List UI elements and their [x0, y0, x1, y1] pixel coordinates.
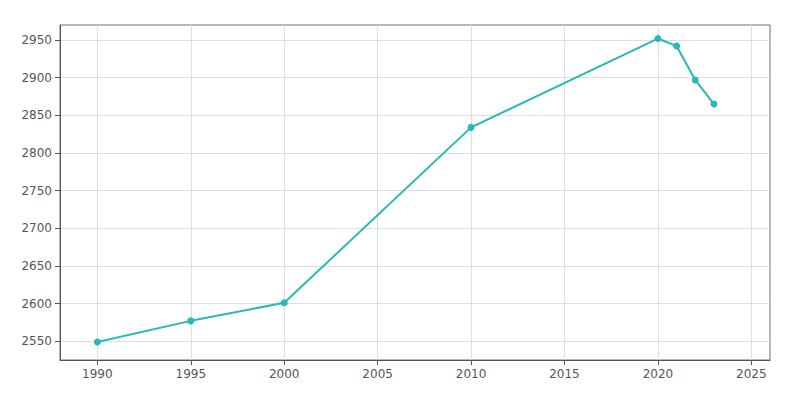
svg-text:2850: 2850 [21, 108, 52, 122]
svg-text:2950: 2950 [21, 33, 52, 47]
svg-text:2700: 2700 [21, 221, 52, 235]
svg-text:2750: 2750 [21, 184, 52, 198]
svg-text:1990: 1990 [82, 367, 113, 381]
svg-text:2900: 2900 [21, 71, 52, 85]
svg-text:2650: 2650 [21, 259, 52, 273]
svg-text:2015: 2015 [549, 367, 580, 381]
svg-text:2000: 2000 [269, 367, 300, 381]
svg-text:2550: 2550 [21, 334, 52, 348]
svg-text:2005: 2005 [362, 367, 393, 381]
svg-text:2010: 2010 [456, 367, 487, 381]
svg-text:2600: 2600 [21, 297, 52, 311]
svg-text:1995: 1995 [176, 367, 207, 381]
svg-text:2020: 2020 [643, 367, 674, 381]
svg-text:2800: 2800 [21, 146, 52, 160]
svg-text:2025: 2025 [736, 367, 767, 381]
